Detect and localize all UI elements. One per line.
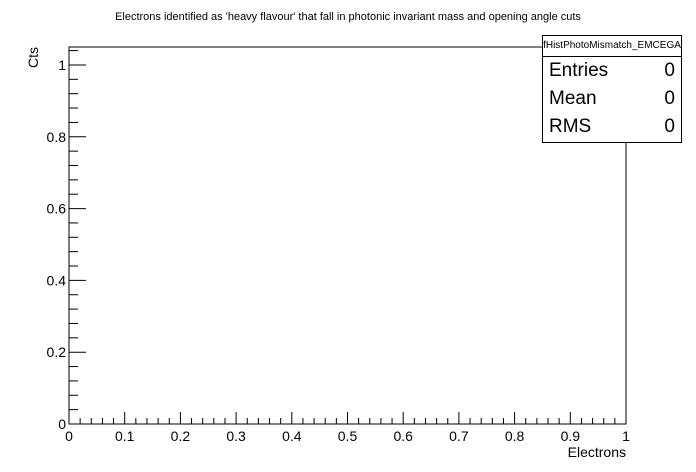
x-axis-label: Electrons (568, 444, 626, 460)
x-axis: 0 0.1 0.2 0.3 0.4 0.5 0.6 0.7 0.8 0.9 1 (65, 412, 630, 444)
y-tick-label: 0.4 (47, 272, 67, 288)
stats-box: fHistPhotoMismatch_EMCEGA Entries 0 Mean… (542, 35, 682, 143)
x-tick-label: 0.8 (505, 428, 525, 444)
x-tick-label: 0.1 (115, 428, 135, 444)
x-tick-label: 0.4 (282, 428, 302, 444)
y-axis: 0 0.2 0.4 0.6 0.8 1 (47, 50, 86, 432)
stats-row-rms: RMS 0 (543, 113, 681, 141)
stats-value: 0 (664, 88, 675, 109)
y-tick-label: 0.6 (47, 201, 67, 217)
y-tick-label: 0.8 (47, 129, 67, 145)
chart-title: Electrons identified as 'heavy flavour' … (115, 11, 581, 23)
stats-value: 0 (664, 116, 675, 137)
stats-value: 0 (664, 60, 675, 81)
stats-histogram-name: fHistPhotoMismatch_EMCEGA (543, 36, 681, 57)
x-tick-label: 0.5 (338, 428, 358, 444)
y-tick-label: 0 (58, 416, 66, 432)
stats-label: Entries (549, 60, 609, 81)
x-tick-label: 0 (65, 428, 73, 444)
x-tick-label: 0.7 (449, 428, 469, 444)
x-tick-label: 0.9 (561, 428, 581, 444)
x-tick-label: 0.2 (171, 428, 191, 444)
stats-row-mean: Mean 0 (543, 85, 681, 113)
x-tick-label: 0.3 (226, 428, 246, 444)
stats-label: RMS (549, 116, 592, 137)
x-tick-label: 0.6 (393, 428, 413, 444)
stats-label: Mean (549, 88, 597, 109)
y-tick-label: 1 (58, 57, 66, 73)
x-tick-label: 1 (622, 428, 630, 444)
y-tick-label: 0.2 (47, 344, 67, 360)
stats-row-entries: Entries 0 (543, 57, 681, 85)
y-axis-label: Cts (25, 47, 41, 68)
